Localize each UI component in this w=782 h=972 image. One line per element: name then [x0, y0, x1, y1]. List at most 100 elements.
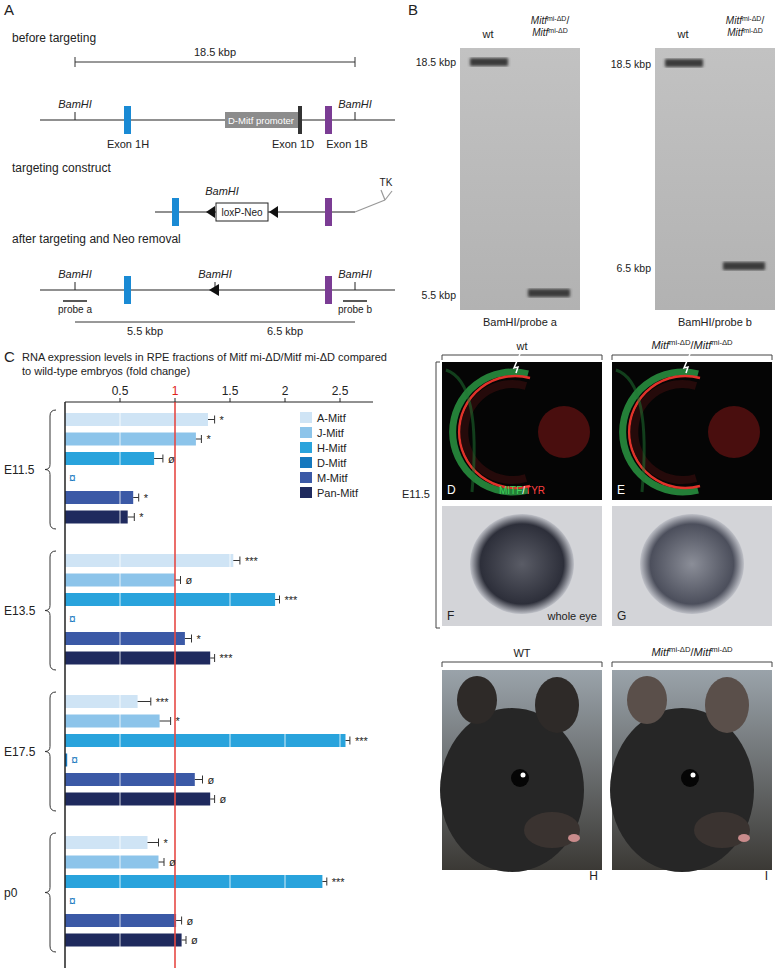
tick [230, 398, 231, 402]
genotype: Mitfmi-ΔD/Mitfmi-ΔD [651, 338, 733, 352]
bar [65, 433, 196, 446]
exon [124, 106, 131, 134]
bar [65, 511, 128, 524]
error-bar [185, 638, 192, 639]
eye [640, 514, 744, 614]
mouse-snout [694, 812, 750, 848]
site-tick [75, 282, 76, 290]
bracket [436, 362, 440, 628]
gel [460, 48, 580, 310]
annotation: ø [186, 574, 193, 586]
mouse-head [610, 708, 754, 872]
eye [470, 514, 574, 614]
bar [65, 593, 275, 606]
error-cap [158, 839, 159, 847]
bracket [612, 355, 772, 360]
tick-label: 2.5 [332, 384, 349, 398]
category-label: E11.5 [4, 463, 35, 477]
mouse-snout [524, 812, 580, 848]
bar [65, 491, 133, 504]
vector-line [355, 200, 385, 212]
exon [325, 198, 332, 226]
error-bar [346, 740, 350, 741]
micrograph [442, 362, 602, 500]
arrow [514, 354, 520, 373]
bar [65, 452, 154, 465]
lens [538, 406, 590, 458]
site-tick [75, 112, 76, 120]
mouse-nose [568, 834, 580, 842]
error-bar [233, 560, 240, 561]
legend-swatch [300, 442, 312, 453]
gel [655, 48, 775, 310]
annotation: * [220, 414, 225, 426]
band [665, 59, 703, 67]
error-bar [322, 881, 326, 882]
bar [65, 554, 233, 567]
cassette [216, 203, 268, 221]
tick-label: 1 [172, 384, 179, 398]
tick [175, 398, 176, 402]
tick [340, 398, 341, 402]
bracket [442, 662, 602, 667]
mouse-ear [705, 677, 749, 733]
annotation: *** [245, 555, 259, 567]
error-cap [214, 654, 215, 662]
arrow [684, 354, 690, 373]
lane-label: wt [677, 28, 689, 40]
error-bar [148, 842, 159, 843]
mesenchyme [616, 370, 644, 492]
size-label: 6.5 kbp [617, 262, 652, 274]
annotation: ø [208, 774, 215, 786]
tick-label: 2 [282, 384, 289, 398]
stain-part: MITF [499, 485, 522, 496]
gel-caption: BamHI/probe a [483, 316, 558, 328]
annotation: ø [191, 934, 198, 946]
error-cap [170, 717, 171, 725]
category-label: E13.5 [4, 604, 36, 618]
promoter-label: D-Mitf promoter [228, 115, 294, 126]
tick-label: 1.5 [222, 384, 239, 398]
mesenchyme [446, 370, 474, 492]
span-label: 5.5 kbp [127, 325, 163, 337]
genotype-part: Mitf [532, 27, 549, 38]
legend-swatch [300, 487, 312, 498]
bar [65, 632, 185, 645]
row-title: after targeting and Neo removal [12, 232, 181, 246]
bar [65, 652, 210, 665]
annotation: *** [332, 876, 346, 888]
tick-label: 0.5 [112, 384, 129, 398]
photo [442, 506, 602, 626]
annotation: ø [187, 915, 194, 927]
mouse-nose [738, 834, 750, 842]
size-label: 18.5 kbp [416, 56, 456, 68]
tick [120, 398, 121, 402]
grid-line [285, 402, 286, 968]
band [528, 289, 570, 297]
grid-line [230, 402, 231, 968]
panel-label: G [617, 609, 626, 623]
bar [65, 856, 159, 869]
bar [65, 715, 160, 728]
chart-title: RNA expression levels in RPE fractions o… [22, 351, 387, 377]
site-tick [355, 282, 356, 290]
caption: whole eye [546, 610, 597, 622]
exon [124, 276, 131, 304]
error-bar [210, 799, 214, 800]
size-label: 5.5 kbp [422, 289, 457, 301]
error-bar [275, 599, 279, 600]
legend-swatch [300, 427, 312, 438]
legend-label: M-Mitf [317, 472, 348, 484]
site-label: BamHI [338, 268, 372, 280]
dna-line [40, 119, 395, 120]
panel-label: I [765, 869, 768, 883]
title-line: RNA expression levels in RPE fractions o… [22, 351, 387, 363]
span-line [75, 62, 355, 63]
site-label: BamHI [338, 98, 372, 110]
probe [343, 300, 367, 302]
error-cap [191, 635, 192, 643]
bracket [442, 355, 602, 360]
annotation: * [206, 433, 211, 445]
grid-line [175, 402, 176, 968]
annotation: * [144, 492, 149, 504]
